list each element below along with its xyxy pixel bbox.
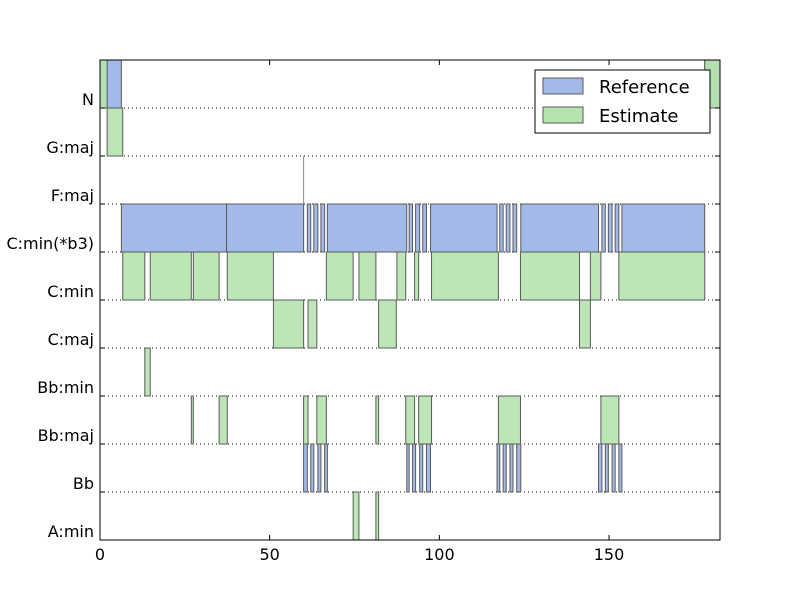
x-axis: 0 50 100 150 — [95, 60, 624, 564]
estimate-segment-c-maj — [378, 299, 397, 349]
reference-segment-bb — [502, 443, 507, 493]
estimate-segment-bb-min — [144, 347, 151, 397]
reference-segment-bb — [419, 443, 424, 493]
reference-segment-bb — [604, 443, 609, 493]
reference-segment-c-min-b3 — [499, 203, 504, 253]
estimate-segment-c-min — [414, 251, 420, 301]
reference-segment-c-min-b3 — [520, 203, 600, 253]
reference-segment-c-min-b3 — [320, 203, 326, 253]
reference-segment-c-min-b3 — [313, 203, 319, 253]
reference-segment-bb — [516, 443, 522, 493]
estimate-segment-c-min — [396, 251, 407, 301]
reference-segment-bb — [303, 443, 308, 493]
reference-segment-bb — [406, 443, 410, 493]
estimate-segment-c-min — [589, 251, 602, 301]
y-tick-label-f-maj: F:maj — [51, 186, 94, 205]
x-tick-label-0: 0 — [95, 545, 105, 564]
x-tick-label-50: 50 — [259, 545, 279, 564]
legend-label-estimate: Estimate — [599, 106, 679, 127]
estimate-segment-bb-maj — [375, 395, 380, 445]
reference-segment-c-min-b3 — [422, 203, 427, 253]
estimate-segment-c-min — [325, 251, 354, 301]
reference-segment-bb — [317, 443, 322, 493]
estimate-segment-bb-maj — [218, 395, 228, 445]
reference-segment-bb — [618, 443, 623, 493]
estimate-segment-c-min — [519, 251, 581, 301]
reference-segment-bb — [509, 443, 514, 493]
reference-segment-c-min-b3 — [415, 203, 421, 253]
estimate-segment-a-min — [352, 491, 360, 541]
estimate-segment-a-min — [375, 491, 380, 541]
y-tick-label-c-min: C:min — [47, 282, 94, 301]
y-tick-label-a-min: A:min — [48, 522, 94, 541]
reference-segment-c-min-b3 — [306, 203, 312, 253]
reference-segment-c-min-b3 — [226, 203, 305, 253]
estimate-segment-c-min — [226, 251, 274, 301]
estimate-segment-c-maj — [307, 299, 318, 349]
legend: Reference Estimate — [534, 69, 711, 134]
estimate-segment-bb-maj — [418, 395, 433, 445]
estimate-segment-c-min — [192, 251, 220, 301]
estimate-segment-c-min — [122, 251, 146, 301]
estimate-segment-bb-maj — [405, 395, 416, 445]
legend-swatch-reference — [542, 77, 584, 95]
y-axis: N G:maj F:maj C:min(*b3) C:min C:maj Bb:min Bb:… — [6, 90, 720, 541]
estimate-segment-bb-maj — [303, 395, 309, 445]
y-tick-label-bb-maj: Bb:maj — [38, 426, 94, 445]
estimate-segment-c-min — [149, 251, 192, 301]
estimate-segment-g-maj — [106, 107, 124, 157]
reference-segment-bb — [611, 443, 616, 493]
y-tick-label-n: N — [82, 90, 94, 109]
estimate-segment-bb-maj — [600, 395, 620, 445]
y-tick-label-g-maj: G:maj — [46, 138, 94, 157]
reference-segment-c-min-b3 — [120, 203, 228, 253]
reference-segment-c-min-b3 — [408, 203, 414, 253]
y-tick-label-bb: Bb — [73, 474, 94, 493]
legend-label-reference: Reference — [599, 77, 690, 98]
reference-segment-c-min-b3 — [621, 203, 706, 253]
reference-segment-c-min-b3 — [430, 203, 498, 253]
reference-segment-bb — [412, 443, 417, 493]
estimate-segment-bb-maj — [190, 395, 194, 445]
x-tick-label-150: 150 — [594, 545, 625, 564]
reference-segment-bb — [598, 443, 603, 493]
reference-segment-c-min-b3 — [607, 203, 613, 253]
estimate-segment-c-maj — [579, 299, 591, 349]
estimate-segment-c-maj — [272, 299, 305, 349]
segment-marks — [99, 59, 721, 541]
reference-segment-c-min-b3 — [601, 203, 606, 253]
reference-segment-bb — [496, 443, 501, 493]
reference-segment-c-min-b3 — [505, 203, 511, 253]
reference-segment-c-min-b3 — [326, 203, 408, 253]
y-tick-label-c-min-b3: C:min(*b3) — [6, 234, 94, 253]
estimate-segment-c-min — [358, 251, 377, 301]
estimate-segment-bb-maj — [316, 395, 327, 445]
reference-segment-c-min-b3 — [614, 203, 620, 253]
reference-segment-bb — [310, 443, 315, 493]
y-tick-label-bb-min: Bb:min — [37, 378, 94, 397]
estimate-segment-bb-maj — [497, 395, 521, 445]
estimate-segment-n — [99, 59, 108, 109]
legend-swatch-estimate — [542, 106, 584, 124]
reference-segment-c-min-b3 — [512, 203, 518, 253]
estimate-segment-c-min — [618, 251, 706, 301]
estimate-segment-c-min — [431, 251, 499, 301]
y-tick-label-c-maj: C:maj — [48, 330, 94, 349]
reference-segment-bb — [324, 443, 328, 493]
x-tick-label-100: 100 — [424, 545, 455, 564]
reference-segment-bb — [425, 443, 432, 493]
